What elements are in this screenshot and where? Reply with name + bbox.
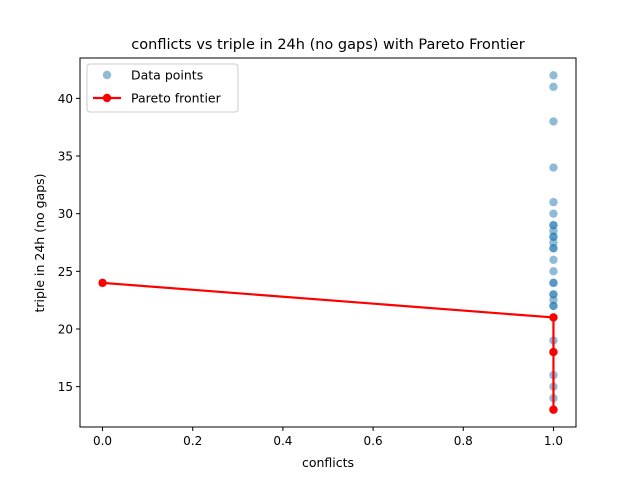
x-tick-label: 0.2 (183, 434, 202, 448)
y-tick-label: 30 (58, 207, 73, 221)
chart-title: conflicts vs triple in 24h (no gaps) wit… (131, 37, 524, 53)
data-point (549, 238, 558, 247)
pareto-point (549, 313, 558, 322)
data-point (549, 267, 558, 276)
x-tick-label: 0.6 (364, 434, 383, 448)
axes: 0.0 0.2 0.4 0.6 0.8 1.0 15 20 25 30 35 40 (58, 57, 577, 448)
pareto-point (549, 347, 558, 357)
data-point (549, 232, 558, 241)
data-point (549, 290, 558, 299)
plot-area (98, 71, 558, 414)
legend-label-data-points: Data points (131, 68, 203, 83)
legend-box (86, 63, 239, 113)
data-point (549, 244, 558, 253)
pareto-line (102, 281, 555, 410)
axes-frame (79, 57, 577, 428)
legend-label-pareto: Pareto frontier (131, 91, 222, 106)
legend-marker-pareto (102, 93, 112, 103)
pareto-point (98, 278, 107, 288)
data-point (549, 71, 558, 80)
x-tick-label: 0.8 (454, 434, 473, 448)
data-point (549, 82, 558, 92)
y-tick-label: 40 (58, 92, 73, 106)
y-tick-label: 25 (58, 265, 73, 279)
y-tick-label: 15 (58, 380, 73, 394)
x-axis-label: conflicts (302, 455, 354, 470)
legend-marker-data-points (102, 70, 112, 80)
data-point (549, 117, 558, 126)
data-point (549, 209, 558, 218)
data-point (549, 221, 558, 230)
y-axis-label: triple in 24h (no gaps) (32, 173, 47, 312)
data-point (549, 163, 558, 172)
data-point (549, 278, 558, 288)
pareto-point (549, 405, 558, 414)
data-point (549, 301, 558, 311)
x-tick-label: 0.0 (93, 434, 112, 448)
data-point (549, 226, 558, 236)
data-point (549, 197, 558, 207)
data-point (549, 295, 558, 305)
y-tick-label: 20 (58, 322, 73, 336)
x-tick-label: 1.0 (544, 434, 563, 448)
legend: Data points Pareto frontier (86, 63, 239, 113)
data-point (549, 255, 558, 264)
y-tick-label: 35 (58, 150, 73, 164)
x-tick-label: 0.4 (273, 434, 292, 448)
